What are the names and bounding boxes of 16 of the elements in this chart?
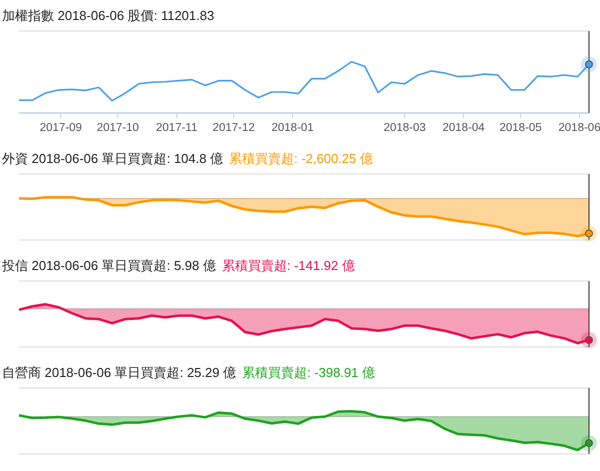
x-tick-label: 2017-11 bbox=[156, 122, 198, 134]
x-tick-label: 2018-03 bbox=[384, 122, 426, 134]
chart-subtitle: 累積買賣超: -398.91 億 bbox=[242, 365, 376, 380]
x-tick-label: 2017-12 bbox=[212, 122, 255, 134]
x-tick-label: 2018-01 bbox=[271, 122, 314, 134]
x-tick-label: 2018-04 bbox=[442, 122, 486, 134]
chart-title: 加權指數 2018-06-06 股價: 11201.83 bbox=[2, 8, 214, 23]
x-tick-label: 2018-05 bbox=[499, 122, 542, 134]
chart-subtitle: 累積買賣超: -2,600.25 億 bbox=[229, 151, 373, 166]
chart-title: 外資 2018-06-06 單日買賣超: 104.8 億 bbox=[2, 151, 224, 166]
chart-subtitle: 累積買賣超: -141.92 億 bbox=[222, 258, 355, 273]
chart-title: 自營商 2018-06-06 單日買賣超: 25.29 億 bbox=[2, 365, 236, 380]
x-tick-label: 2017-09 bbox=[40, 122, 82, 134]
x-tick-label: 2018-06 bbox=[558, 122, 600, 134]
x-tick-label: 2017-10 bbox=[96, 122, 139, 134]
chart-title: 投信 2018-06-06 單日買賣超: 5.98 億 bbox=[1, 258, 216, 273]
